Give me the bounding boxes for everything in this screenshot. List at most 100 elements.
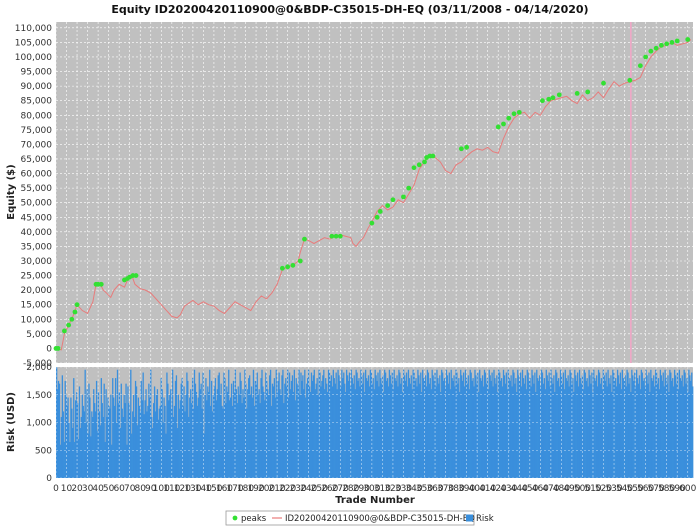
- risk-bar: [650, 369, 652, 478]
- x-tick-label: 390: [458, 484, 475, 494]
- risk-bar: [509, 380, 511, 479]
- risk-bar: [652, 380, 654, 479]
- risk-bar: [345, 369, 348, 478]
- risk-bar: [516, 391, 518, 478]
- risk-bar: [578, 369, 581, 478]
- peak-point: [516, 109, 522, 115]
- equity-y-tick-label: 40,000: [21, 228, 53, 238]
- risk-bar: [329, 380, 332, 479]
- risk-bar: [446, 375, 449, 478]
- x-tick-label: 110: [163, 484, 180, 494]
- risk-bar: [100, 378, 102, 478]
- risk-bar: [426, 369, 429, 478]
- risk-bar: [587, 386, 589, 478]
- x-tick-label: 240: [300, 484, 317, 494]
- risk-bar: [364, 391, 366, 478]
- risk-bar: [176, 428, 179, 478]
- risk-bar: [462, 372, 465, 478]
- x-tick-label: 260: [321, 484, 338, 494]
- risk-bar: [655, 372, 658, 478]
- x-tick-label: 120: [174, 484, 191, 494]
- risk-bar: [354, 389, 356, 478]
- risk-bar: [255, 383, 257, 478]
- risk-bar: [676, 372, 679, 478]
- risk-bar: [666, 383, 668, 478]
- x-tick-label: 570: [648, 484, 665, 494]
- risk-bar: [375, 375, 377, 478]
- risk-bar: [357, 380, 359, 479]
- risk-bar: [487, 389, 489, 478]
- peak-point: [601, 80, 606, 86]
- risk-bar: [202, 372, 204, 478]
- risk-bar: [582, 389, 585, 478]
- peak-point: [653, 45, 659, 51]
- risk-bar: [607, 369, 609, 478]
- risk-bar: [238, 394, 240, 478]
- risk-bar: [577, 386, 580, 478]
- risk-bar: [175, 375, 178, 478]
- equity-y-tick-label: 20,000: [21, 286, 53, 296]
- risk-bar: [155, 394, 158, 478]
- risk-bar: [423, 380, 426, 479]
- risk-bar: [529, 378, 531, 478]
- legend-box: [225, 510, 475, 526]
- risk-bar: [158, 408, 160, 479]
- risk-bar: [246, 408, 248, 479]
- peak-point: [406, 185, 412, 191]
- risk-bar: [322, 375, 324, 478]
- risk-bar: [406, 386, 409, 478]
- risk-bar: [638, 375, 641, 478]
- risk-bar: [179, 400, 181, 478]
- risk-bar: [429, 378, 431, 478]
- risk-bar: [226, 386, 228, 478]
- risk-bar: [535, 391, 537, 478]
- equity-y-axis-title: Equity ($): [6, 164, 17, 219]
- peak-point: [648, 48, 654, 54]
- x-tick-label: 40: [92, 484, 104, 494]
- risk-bar: [229, 400, 231, 478]
- x-tick-label: 540: [616, 484, 633, 494]
- x-tick-label: 250: [311, 484, 328, 494]
- risk-bar: [204, 394, 206, 478]
- risk-bar: [194, 383, 197, 478]
- x-axis-title: Trade Number: [335, 495, 415, 506]
- risk-bar: [205, 378, 207, 478]
- risk-bar: [615, 386, 618, 478]
- risk-bar: [259, 403, 261, 478]
- risk-bar: [74, 441, 76, 478]
- peak-point: [659, 42, 664, 48]
- risk-bar: [376, 380, 378, 479]
- risk-bar: [340, 386, 342, 478]
- risk-bar: [661, 380, 663, 479]
- risk-bar: [198, 372, 200, 478]
- risk-bar: [146, 411, 148, 478]
- risk-bar: [519, 380, 521, 479]
- risk-bar: [117, 403, 120, 478]
- risk-bar: [130, 369, 132, 478]
- risk-bar: [463, 386, 466, 478]
- risk-bar: [482, 386, 485, 478]
- risk-bar: [69, 441, 71, 478]
- risk-bar: [488, 369, 490, 478]
- risk-bar: [334, 383, 336, 478]
- x-tick-label: 200: [258, 484, 275, 494]
- risk-bar: [183, 386, 185, 478]
- x-tick-label: 400: [469, 484, 486, 494]
- risk-bar: [565, 378, 567, 478]
- chart-title: Equity ID20200420110900@0&BDP-C35015-DH-…: [111, 3, 588, 16]
- risk-bar: [282, 369, 284, 478]
- equity-y-tick-label: 15,000: [21, 301, 53, 311]
- risk-bar: [452, 380, 454, 479]
- risk-bar: [326, 383, 328, 478]
- equity-y-tick-label: 70,000: [21, 140, 53, 150]
- x-tick-label: 490: [563, 484, 580, 494]
- risk-bar: [125, 383, 127, 478]
- risk-bar: [450, 369, 452, 478]
- risk-bar: [687, 391, 689, 478]
- x-tick-label: 80: [135, 484, 147, 494]
- risk-bar: [548, 372, 550, 478]
- risk-bar: [553, 375, 555, 478]
- risk-bar: [680, 380, 682, 479]
- risk-bar: [76, 403, 79, 478]
- risk-bar: [654, 369, 657, 478]
